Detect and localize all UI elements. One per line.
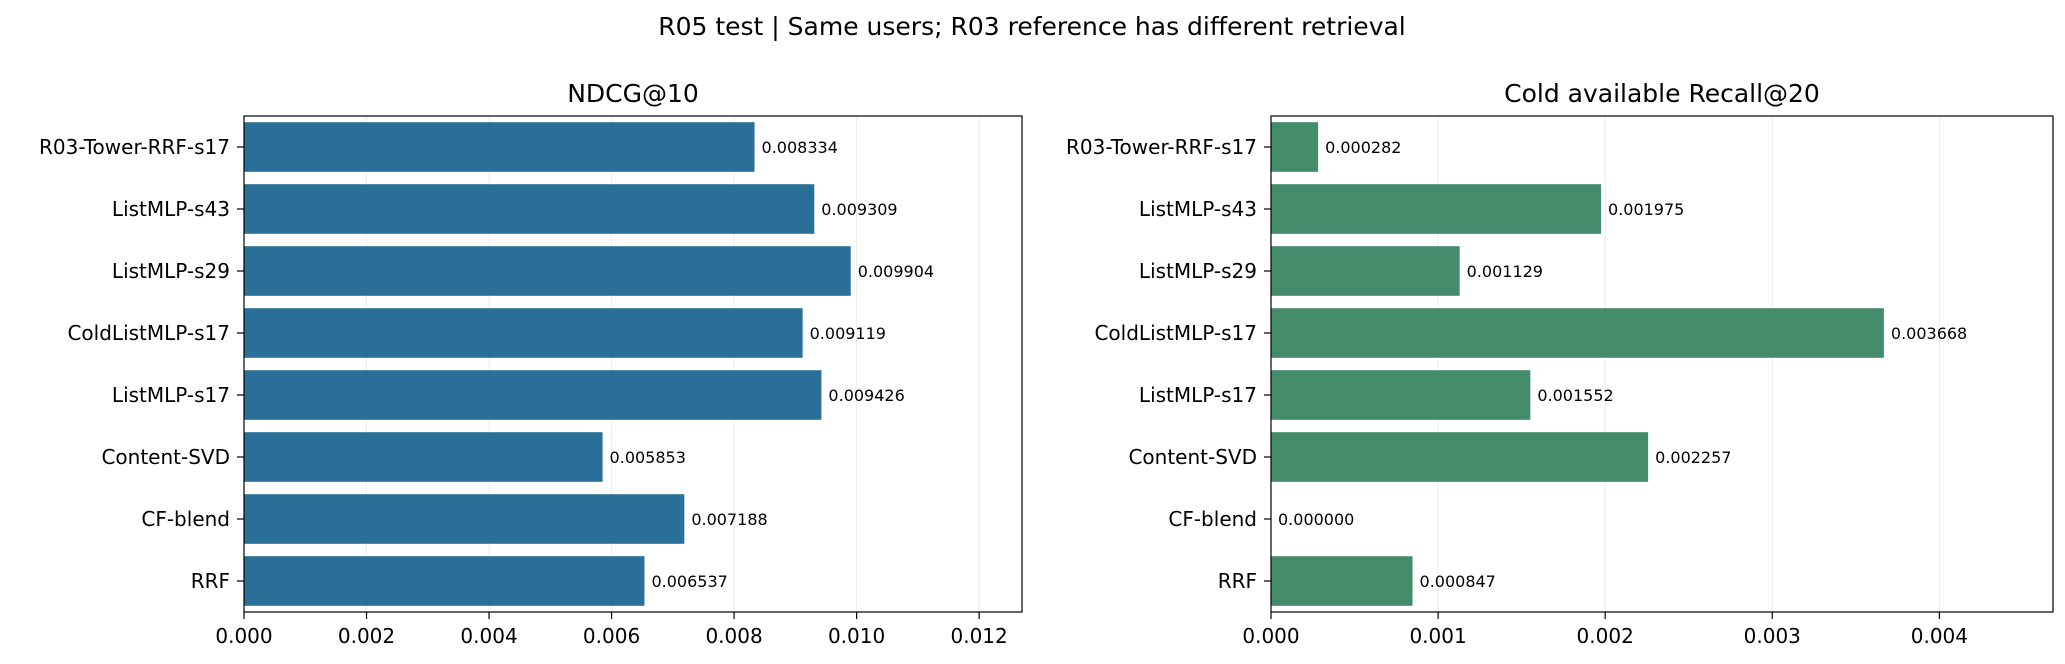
recall-category-label-4: ListMLP-s17 — [1139, 383, 1257, 407]
recall-data-label-3: 0.003668 — [1891, 324, 1967, 343]
ndcg-xtick-label-1: 0.002 — [338, 624, 395, 648]
ndcg-xtick-label-0: 0.000 — [215, 624, 272, 648]
ndcg-panel: 0.008334 R03-Tower-RRF-s17 0.009309 ListMLP… — [39, 79, 1023, 648]
recall-xtick-label-1: 0.001 — [1409, 624, 1466, 648]
recall-data-label-0: 0.000282 — [1325, 138, 1401, 157]
ndcg-category-label-6: CF-blend — [141, 507, 230, 531]
ndcg-bar-2 — [244, 246, 851, 296]
ndcg-xtick-label-5: 0.010 — [828, 624, 885, 648]
ndcg-xtick-label-2: 0.004 — [460, 624, 517, 648]
ndcg-data-label-6: 0.007188 — [691, 510, 767, 529]
ndcg-bar-5 — [244, 432, 603, 482]
recall-category-label-2: ListMLP-s29 — [1139, 259, 1257, 283]
recall-category-label-5: Content-SVD — [1128, 445, 1257, 469]
recall-axes-frame — [1270, 115, 2054, 613]
ndcg-bar-0 — [244, 122, 755, 172]
ndcg-bar-6 — [244, 494, 685, 544]
recall-category-label-3: ColdListMLP-s17 — [1094, 321, 1257, 345]
recall-bar-4 — [1271, 370, 1531, 420]
ndcg-title: NDCG@10 — [567, 79, 699, 108]
ndcg-xtick-label-6: 0.012 — [950, 624, 1007, 648]
recall-panel: 0.000282 R03-Tower-RRF-s17 0.001975 ListMLP… — [1066, 79, 2054, 648]
recall-bar-0 — [1271, 122, 1319, 172]
ndcg-data-label-5: 0.005853 — [610, 448, 686, 467]
recall-data-label-6: 0.000000 — [1278, 510, 1354, 529]
ndcg-bar-3 — [244, 308, 803, 358]
ndcg-category-label-3: ColdListMLP-s17 — [67, 321, 230, 345]
ndcg-category-label-4: ListMLP-s17 — [112, 383, 230, 407]
recall-data-label-2: 0.001129 — [1467, 262, 1543, 281]
ndcg-data-label-0: 0.008334 — [762, 138, 838, 157]
ndcg-data-label-4: 0.009426 — [828, 386, 904, 405]
recall-category-label-1: ListMLP-s43 — [1139, 197, 1257, 221]
recall-xtick-label-2: 0.002 — [1577, 624, 1634, 648]
recall-category-label-6: CF-blend — [1168, 507, 1257, 531]
ndcg-category-label-1: ListMLP-s43 — [112, 197, 230, 221]
ndcg-category-label-0: R03-Tower-RRF-s17 — [39, 135, 230, 159]
recall-data-label-5: 0.002257 — [1655, 448, 1731, 467]
recall-data-label-1: 0.001975 — [1608, 200, 1684, 219]
recall-bar-2 — [1271, 246, 1460, 296]
recall-data-label-4: 0.001552 — [1537, 386, 1613, 405]
ndcg-xtick-label-4: 0.008 — [705, 624, 762, 648]
recall-bar-7 — [1271, 556, 1413, 606]
recall-xtick-label-3: 0.003 — [1744, 624, 1801, 648]
ndcg-category-label-5: Content-SVD — [101, 445, 230, 469]
figure-title: R05 test | Same users; R03 reference has… — [658, 12, 1406, 41]
recall-title: Cold available Recall@20 — [1504, 79, 1820, 108]
ndcg-data-label-3: 0.009119 — [810, 324, 886, 343]
recall-bar-3 — [1271, 308, 1884, 358]
ndcg-data-label-7: 0.006537 — [651, 572, 727, 591]
recall-bar-5 — [1271, 432, 1649, 482]
ndcg-data-label-1: 0.009309 — [821, 200, 897, 219]
recall-category-label-7: RRF — [1218, 569, 1257, 593]
ndcg-bar-4 — [244, 370, 822, 420]
ndcg-category-label-7: RRF — [191, 569, 230, 593]
ndcg-axes-frame — [243, 115, 1023, 613]
ndcg-bar-7 — [244, 556, 645, 606]
ndcg-bar-1 — [244, 184, 815, 234]
recall-data-label-7: 0.000847 — [1420, 572, 1496, 591]
ndcg-xtick-label-3: 0.006 — [583, 624, 640, 648]
ndcg-data-label-2: 0.009904 — [858, 262, 934, 281]
ndcg-category-label-2: ListMLP-s29 — [112, 259, 230, 283]
recall-xtick-label-4: 0.004 — [1911, 624, 1968, 648]
recall-xtick-label-0: 0.000 — [1242, 624, 1299, 648]
recall-category-label-0: R03-Tower-RRF-s17 — [1066, 135, 1257, 159]
recall-bar-1 — [1271, 184, 1602, 234]
